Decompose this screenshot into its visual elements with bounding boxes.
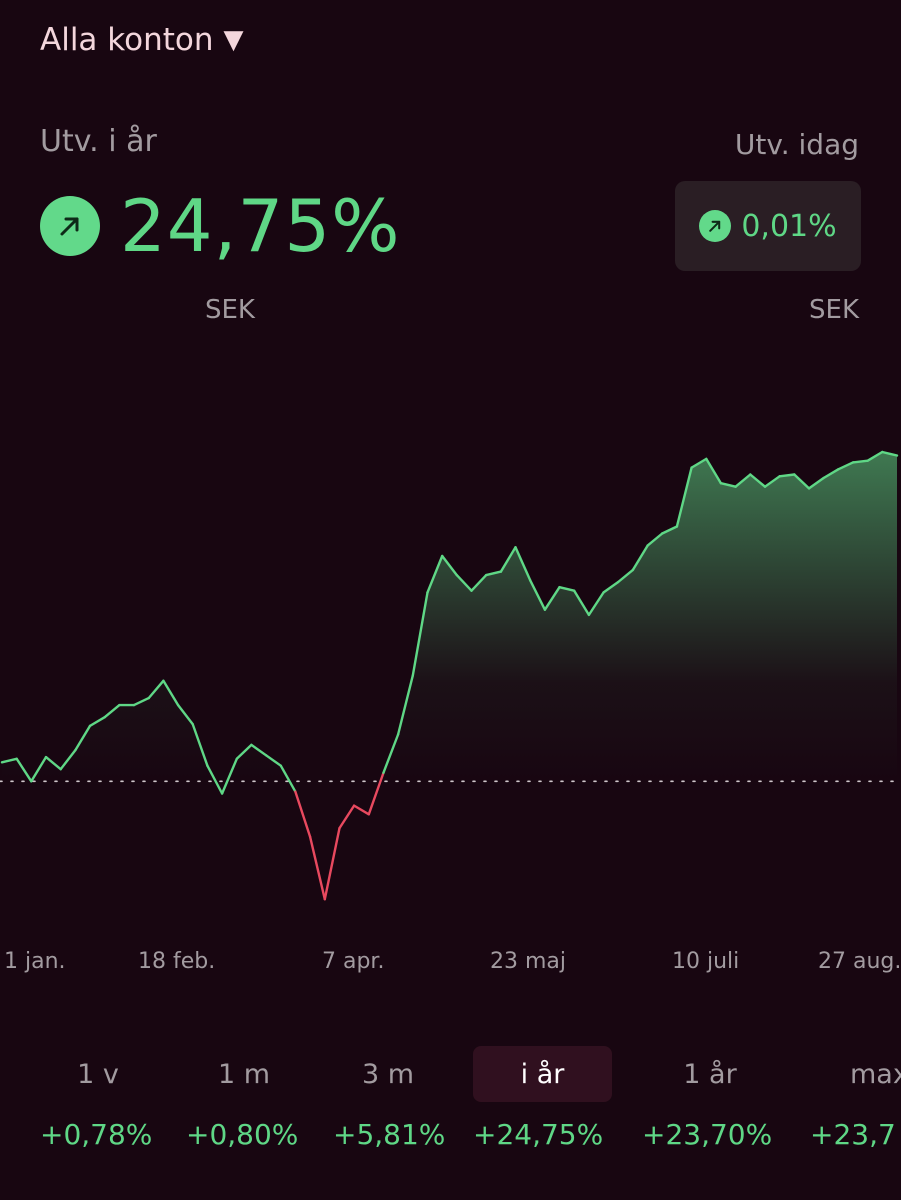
chart-line-segment — [279, 764, 297, 793]
period-1v[interactable]: 1 v — [77, 1058, 119, 1090]
chart-line-segment — [499, 546, 517, 573]
period-return-3m: +5,81% — [333, 1118, 446, 1151]
chart-line-segment — [191, 722, 209, 767]
chart-line-segment — [352, 804, 370, 816]
chart-line-segment — [470, 573, 488, 592]
x-tick-label: 7 apr. — [322, 949, 385, 974]
chart-line-segment — [44, 755, 62, 771]
chart-line-segment — [749, 473, 767, 488]
chart-line-segment — [807, 476, 825, 490]
chart-line-segment — [30, 755, 48, 783]
caret-down-icon: ▼ — [223, 25, 244, 55]
chart-line-segment — [132, 696, 150, 707]
period-1m[interactable]: 1 m — [217, 1058, 271, 1090]
year-return-value: 24,75% — [120, 184, 401, 268]
chart-line-segment — [426, 554, 444, 594]
account-selector[interactable]: Alla konton ▼ — [40, 22, 244, 58]
arrow-up-right-icon — [699, 210, 732, 242]
chart-line-segment — [88, 716, 106, 728]
chart-line-segment — [338, 804, 356, 830]
chart-line-segment — [235, 743, 253, 760]
chart-line-segment — [705, 457, 723, 485]
chart-line-segment — [617, 568, 635, 584]
chart-line-segment — [646, 532, 664, 547]
period-return-1-ar: +23,70% — [642, 1118, 773, 1151]
chart-line-segment — [485, 570, 503, 577]
chart-line-segment — [15, 757, 33, 783]
chart-line-segment — [455, 573, 473, 592]
today-return-label: Utv. idag — [734, 128, 859, 161]
chart-line-segment — [206, 764, 224, 795]
chart-line-segment — [675, 466, 693, 528]
chart-line-segment — [719, 481, 737, 488]
currency-label-today: SEK — [809, 295, 859, 325]
year-return: 24,75% — [40, 184, 401, 268]
today-return-box: 0,01% — [675, 181, 861, 271]
chart-line-segment — [176, 703, 194, 726]
period-returns: +0,78% +0,80% +5,81% +24,75% +23,70% +23… — [0, 1118, 901, 1158]
chart-line-segment — [162, 679, 180, 707]
chart-area-fill — [2, 452, 897, 782]
period-1-ar[interactable]: 1 år — [683, 1058, 737, 1090]
chart-line-segment — [631, 544, 649, 572]
chart-line-segment — [308, 835, 326, 901]
chart-line-segment — [587, 591, 605, 617]
period-i-ar[interactable]: i år — [473, 1046, 612, 1102]
x-tick-label: 18 feb. — [138, 949, 216, 974]
period-max[interactable]: max — [850, 1058, 901, 1090]
x-tick-label: 27 aug. — [818, 949, 901, 974]
chart-line-segment — [881, 450, 899, 457]
chart-line-segment — [0, 757, 18, 764]
chart-line-segment — [734, 473, 752, 488]
period-3m[interactable]: 3 m — [361, 1058, 415, 1090]
chart-line-segment — [59, 748, 77, 771]
chart-line-segment — [851, 459, 869, 464]
account-label: Alla konton — [40, 22, 214, 58]
currency-label-year: SEK — [205, 295, 255, 325]
chart-line-segment — [294, 790, 312, 838]
chart-line-segment — [866, 450, 884, 462]
chart-line-segment — [661, 525, 679, 535]
chart-line-segment — [558, 585, 576, 592]
year-return-label: Utv. i år — [40, 124, 157, 159]
chart-line-segment — [543, 585, 561, 611]
chart-line-segment — [323, 826, 341, 901]
chart-line-segment — [778, 473, 796, 478]
chart-line-segment — [103, 703, 121, 719]
chart-line-segment — [602, 580, 620, 594]
period-return-max: +23,7 — [810, 1118, 896, 1151]
chart-line-segment — [763, 475, 781, 488]
chart-line-segment — [441, 554, 458, 577]
x-tick-label: 23 maj — [490, 949, 567, 974]
chart-line-segment — [220, 757, 239, 795]
chart-line-segment — [793, 473, 811, 490]
chart-line-segment — [250, 743, 268, 757]
chart-line-segment — [514, 546, 532, 582]
x-tick-label: 10 juli — [672, 949, 740, 974]
performance-chart[interactable] — [0, 380, 901, 940]
chart-line-segment — [382, 733, 400, 774]
chart-line-segment — [367, 771, 385, 816]
chart-line-segment — [147, 679, 165, 700]
chart-line-segment — [690, 457, 708, 469]
chart-line-segment — [264, 754, 282, 767]
x-tick-label: 1 jan. — [4, 949, 66, 974]
period-return-1v: +0,78% — [40, 1118, 153, 1151]
arrow-up-right-icon — [40, 196, 100, 256]
chart-line-segment — [837, 461, 855, 471]
chart-line-segment — [529, 579, 547, 611]
chart-line-segment — [822, 468, 840, 480]
chart-line-segment — [573, 589, 591, 617]
period-selector: 1 v 1 m 3 m i år 1 år max — [0, 1046, 901, 1102]
period-return-i-ar: +24,75% — [473, 1118, 604, 1151]
chart-line-segment — [411, 591, 429, 677]
chart-line-segment — [396, 674, 414, 736]
today-return-value: 0,01% — [741, 208, 837, 244]
chart-line-segment — [74, 724, 92, 752]
period-return-1m: +0,80% — [186, 1118, 299, 1151]
